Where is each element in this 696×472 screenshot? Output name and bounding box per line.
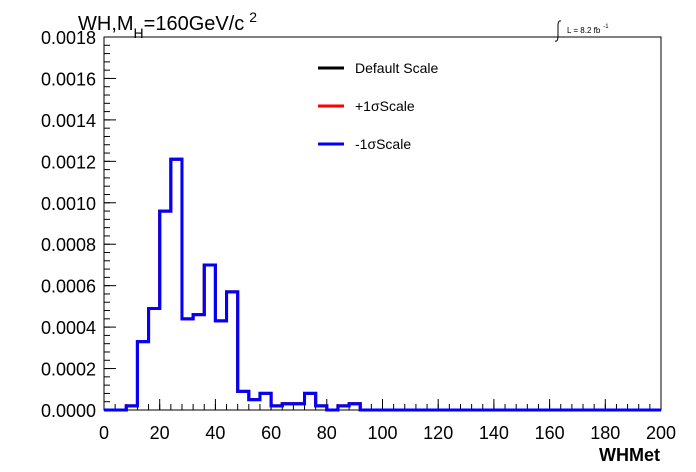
y-tick-label: 0.0004 xyxy=(41,318,96,338)
x-tick-label: 20 xyxy=(150,423,170,443)
integral-sign-icon xyxy=(554,20,562,42)
title-subscript: H xyxy=(134,25,144,41)
y-tick-label: 0.0006 xyxy=(41,277,96,297)
y-tick-label: 0.0000 xyxy=(41,401,96,421)
y-tick-label: 0.0016 xyxy=(41,69,96,89)
x-tick-label: 40 xyxy=(205,423,225,443)
y-tick-label: 0.0018 xyxy=(41,28,96,48)
x-tick-label: 0 xyxy=(99,423,109,443)
x-axis-label: WHMet xyxy=(599,445,660,465)
luminosity-label: L = 8.2 fb -1 xyxy=(554,20,609,42)
y-tick-label: 0.0008 xyxy=(41,235,96,255)
chart-title: WH,MH=160GeV/c 2 xyxy=(78,9,257,41)
y-axis: 0.0000 0.0002 0.0004 0.0006 0.0008 0.0010 0.00… xyxy=(41,28,116,421)
title-rest: =160GeV/c xyxy=(144,13,245,35)
y-tick-label: 0.0010 xyxy=(41,194,96,214)
y-tick-label: 0.0002 xyxy=(41,360,96,380)
x-tick-label: 160 xyxy=(535,423,565,443)
series-line-1 xyxy=(104,157,661,412)
legend-label: Default Scale xyxy=(355,60,438,76)
legend: Default Scale +1σScale -1σScale xyxy=(318,60,438,152)
title-main: WH,M xyxy=(78,13,134,35)
series-layer xyxy=(104,157,661,412)
lumi-superscript: -1 xyxy=(603,24,609,30)
x-tick-label: 180 xyxy=(590,423,620,443)
y-tick-label: 0.0014 xyxy=(41,111,96,131)
legend-label: -1σScale xyxy=(355,136,411,152)
title-superscript: 2 xyxy=(249,9,257,25)
svg-text:L = 8.2 fb-1: L = 8.2 fb -1 xyxy=(567,24,609,35)
y-tick-label: 0.0012 xyxy=(41,152,96,172)
x-axis: 0 20 40 60 80 100 120 140 160 180 200 xyxy=(99,399,676,443)
legend-label: +1σScale xyxy=(355,98,415,114)
plot-frame xyxy=(103,36,662,411)
lumi-text: L = 8.2 fb xyxy=(567,26,601,35)
series-line-0 xyxy=(104,157,661,412)
x-tick-label: 200 xyxy=(646,423,676,443)
series-line-2 xyxy=(104,157,661,412)
x-tick-label: 100 xyxy=(367,423,397,443)
x-tick-label: 140 xyxy=(479,423,509,443)
x-tick-label: 60 xyxy=(261,423,281,443)
x-tick-label: 120 xyxy=(423,423,453,443)
x-tick-label: 80 xyxy=(317,423,337,443)
